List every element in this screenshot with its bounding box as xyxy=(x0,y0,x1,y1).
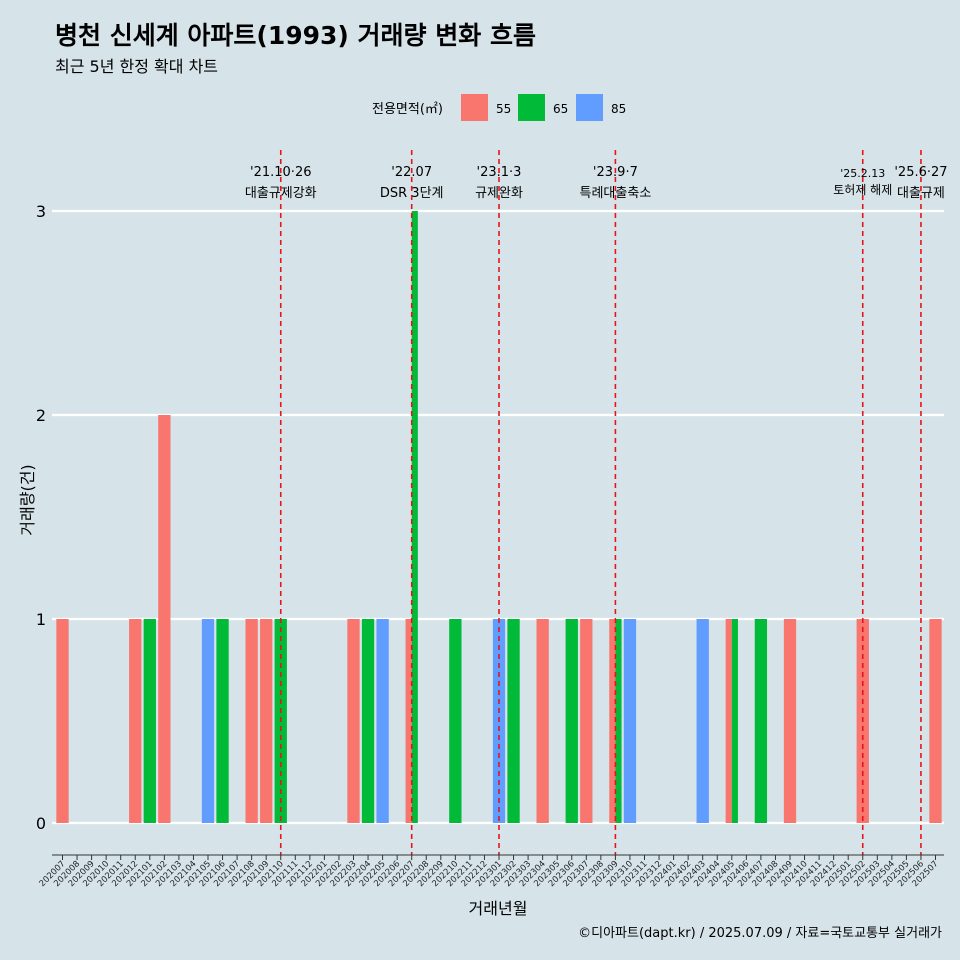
event-label: 특례대출축소 xyxy=(580,186,652,201)
bar xyxy=(347,619,360,823)
bar xyxy=(696,619,709,823)
bar xyxy=(143,619,156,823)
event-label: DSR 3단계 xyxy=(380,186,444,201)
event-date: '21.10·26 xyxy=(250,165,311,180)
bar xyxy=(245,619,258,823)
event-date: '22.07 xyxy=(391,165,432,180)
bar xyxy=(623,619,637,823)
bar xyxy=(376,619,389,823)
legend-swatch xyxy=(518,94,545,121)
bar xyxy=(216,619,229,823)
bar xyxy=(129,619,142,823)
legend-swatch xyxy=(576,94,603,121)
bar xyxy=(260,619,273,823)
chart-title: 병천 신세계 아파트(1993) 거래량 변화 흐름 xyxy=(55,21,536,50)
bar xyxy=(536,619,549,823)
bar xyxy=(158,415,171,823)
legend-label: 85 xyxy=(611,102,626,116)
chart-subtitle: 최근 5년 한정 확대 차트 xyxy=(55,57,219,76)
event-label: 규제완화 xyxy=(475,186,523,201)
bar xyxy=(411,211,418,823)
bar xyxy=(405,619,412,823)
bar xyxy=(615,619,622,823)
y-axis-title: 거래량(건) xyxy=(18,464,37,535)
bar xyxy=(201,619,215,823)
bar xyxy=(609,619,616,823)
bar xyxy=(783,619,797,823)
bar xyxy=(449,619,462,823)
bar xyxy=(929,619,942,823)
y-tick-label: 1 xyxy=(36,610,46,629)
bar xyxy=(580,619,593,823)
bar xyxy=(361,619,375,823)
x-axis-title: 거래년월 xyxy=(469,899,528,918)
legend-label: 65 xyxy=(553,102,568,116)
legend-title: 전용면적(㎡) xyxy=(372,102,443,117)
bar xyxy=(731,619,738,823)
y-tick-label: 2 xyxy=(36,406,46,425)
bar xyxy=(754,619,768,823)
event-label: 토허제 해제 xyxy=(833,183,892,197)
event-date: '25.2.13 xyxy=(840,167,885,180)
event-date: '23.9·7 xyxy=(593,165,638,180)
event-label: 대출규제강화 xyxy=(245,186,317,201)
bar xyxy=(565,619,578,823)
legend-swatch xyxy=(461,94,488,121)
y-tick-label: 3 xyxy=(36,202,46,221)
event-label: 대출규제 xyxy=(897,186,945,201)
legend-label: 55 xyxy=(496,102,511,116)
event-date: '25.6·27 xyxy=(894,165,947,180)
bar xyxy=(507,619,520,823)
bar xyxy=(56,619,69,823)
y-tick-label: 0 xyxy=(36,814,46,833)
event-date: '23.1·3 xyxy=(477,165,522,180)
source-caption: ©디아파트(dapt.kr) / 2025.07.09 / 자료=국토교통부 실… xyxy=(578,926,942,941)
bar xyxy=(725,619,732,823)
